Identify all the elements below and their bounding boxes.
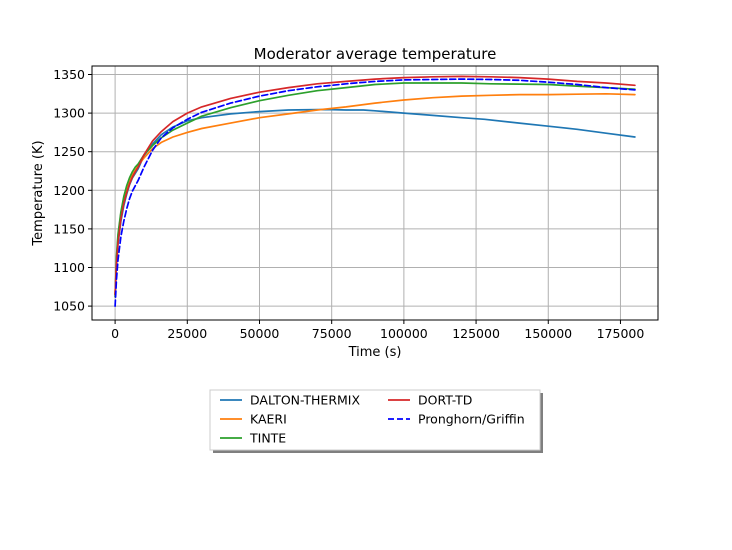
y-tick-label: 1350	[53, 67, 85, 82]
x-axis-ticks: 0 25000 50000 75000 100000 125000 150000 175000	[111, 320, 644, 341]
legend-label-kaeri: KAERI	[250, 412, 287, 427]
x-tick-label: 75000	[312, 326, 352, 341]
series-line-pronghorn-griffin	[114, 78, 636, 307]
plot-frame	[91, 65, 659, 321]
legend-label-pronghorn-griffin: Pronghorn/Griffin	[418, 412, 525, 427]
x-tick-label: 125000	[452, 326, 500, 341]
y-axis-label: Temperature (K)	[31, 140, 46, 246]
legend-label-dort-td: DORT-TD	[418, 393, 472, 408]
legend-label-tinte: TINTE	[249, 431, 286, 446]
x-tick-label: 25000	[167, 326, 207, 341]
series-layer	[114, 75, 636, 307]
x-tick-label: 100000	[380, 326, 428, 341]
x-tick-label: 50000	[240, 326, 280, 341]
x-tick-label: 150000	[524, 326, 572, 341]
x-axis-label: Time (s)	[348, 345, 402, 360]
y-tick-label: 1250	[53, 144, 85, 159]
y-tick-label: 1150	[53, 221, 85, 236]
plot-area	[92, 66, 658, 320]
series-line-dort-td	[114, 75, 636, 296]
y-tick-label: 1050	[53, 299, 85, 314]
y-axis-ticks: 1050 1100 1150 1200 1250 1300 1350	[53, 67, 92, 314]
x-tick-label: 0	[111, 326, 119, 341]
series-line-tinte	[114, 82, 636, 298]
y-tick-label: 1100	[53, 260, 85, 275]
x-tick-label: 175000	[597, 326, 645, 341]
legend: DALTON-THERMIX KAERI TINTE DORT-TD Pronghorn…	[209, 389, 543, 453]
grid	[92, 66, 658, 320]
legend-box	[209, 389, 541, 451]
legend-label-dalton-thermix: DALTON-THERMIX	[250, 393, 360, 408]
chart-title: Moderator average temperature	[254, 45, 497, 63]
y-tick-label: 1200	[53, 183, 85, 198]
y-tick-label: 1300	[53, 106, 85, 121]
